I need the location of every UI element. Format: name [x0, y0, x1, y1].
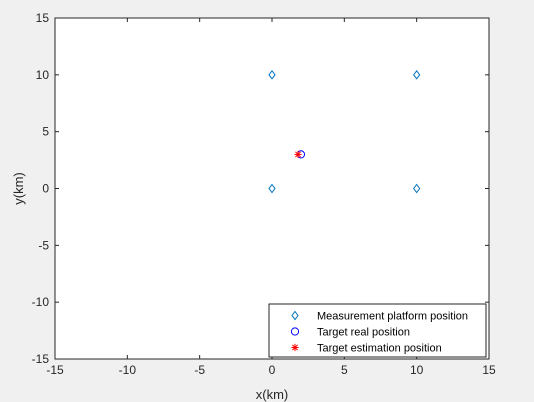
- x-tick-label: -15: [46, 363, 64, 377]
- x-tick-label: 0: [269, 363, 276, 377]
- y-tick-label: -5: [38, 238, 49, 252]
- legend: Measurement platform position Target real…: [268, 303, 487, 358]
- series-0-point-2: [268, 183, 276, 194]
- series-0-point-3: [413, 183, 421, 194]
- legend-marker-1: [290, 327, 300, 336]
- legend-entry-0: Measurement platform position: [317, 311, 468, 323]
- axes-frame: [54, 17, 490, 360]
- series-2-point-0: [294, 150, 302, 158]
- y-tick-label: 10: [36, 68, 50, 82]
- legend-marker-2: [291, 343, 299, 352]
- y-tick-label: 5: [42, 125, 49, 139]
- series-0-point-1: [413, 70, 421, 80]
- data-marks: [268, 70, 421, 194]
- x-tick-label: 10: [410, 363, 424, 377]
- x-tick-label: 15: [482, 363, 496, 377]
- series-0-point-0: [268, 70, 276, 80]
- plot-area: [55, 18, 489, 359]
- legend-marker-0: [291, 310, 299, 321]
- y-axis-label: y(km): [11, 172, 26, 205]
- y-tick-label: -10: [32, 295, 50, 309]
- x-axis-label: x(km): [256, 387, 289, 402]
- y-tick-label: 0: [42, 182, 49, 196]
- tick-labels: -15 -10 -5 0 5 10 15 -15 -10 -5 0 5 10 15: [32, 11, 496, 377]
- legend-box: [268, 303, 487, 358]
- legend-entry-2: Target estimation position: [317, 343, 442, 355]
- x-tick-label: -5: [194, 363, 205, 377]
- y-tick-label: 15: [36, 11, 50, 25]
- y-tick-label: -15: [32, 352, 50, 366]
- x-tick-label: 5: [341, 363, 348, 377]
- legend-entry-1: Target real position: [317, 327, 410, 339]
- x-tick-label: -10: [119, 363, 137, 377]
